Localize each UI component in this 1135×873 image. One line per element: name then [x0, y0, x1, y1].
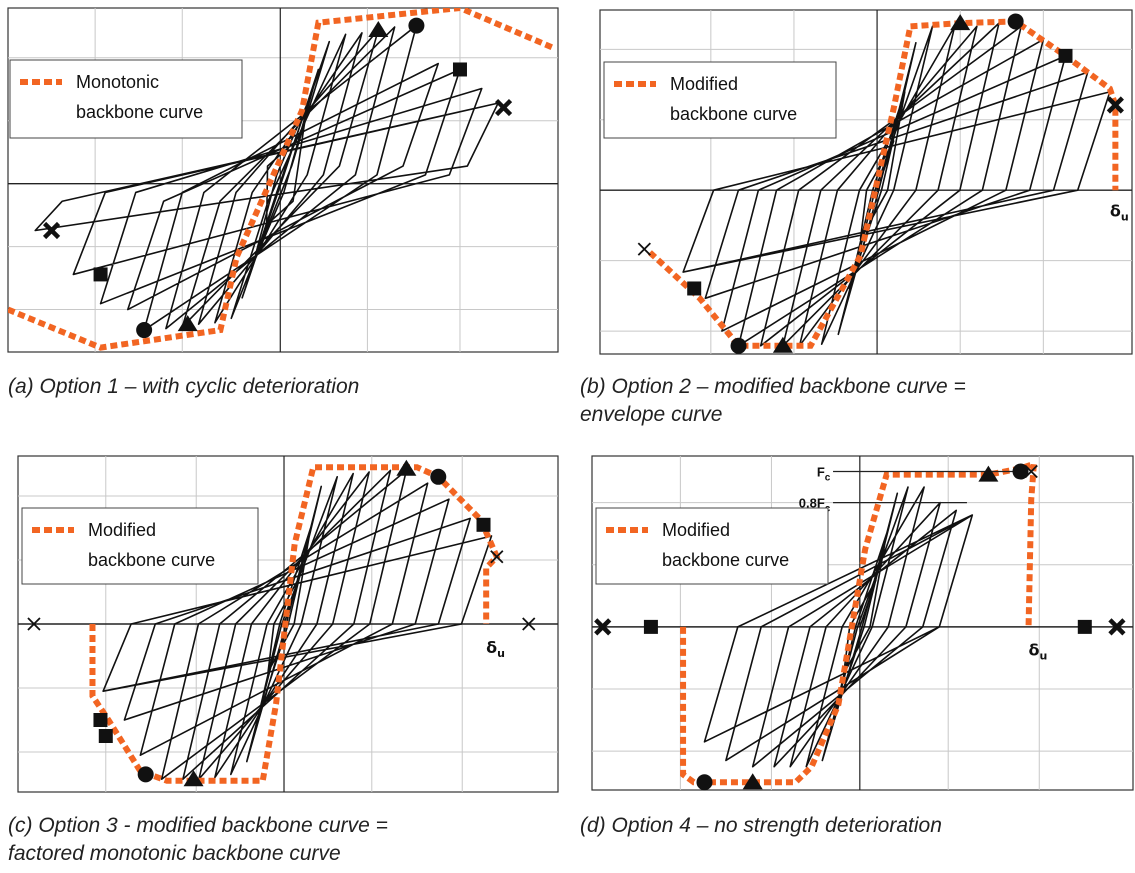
panel-b-marker-circle-5	[730, 337, 747, 354]
panel-a-marker-circle-1	[408, 17, 425, 34]
panel-b-legend-box	[603, 61, 837, 139]
panel-c-marker-square-7	[93, 713, 108, 727]
panel-d-marker-xbold-4	[1108, 618, 1126, 636]
panel-b-marker-triangle-4	[772, 336, 793, 353]
panel-a-marker-square-6	[93, 267, 108, 282]
panel-d-marker-triangle-0	[978, 465, 999, 482]
caption-d: (d) Option 4 – no strength deterioration	[580, 812, 942, 840]
panel-c-marker-circle-6	[137, 766, 154, 783]
panel-a-legend-label-1: Monotonic	[76, 72, 159, 92]
panel-d-marker-triangle-5	[742, 773, 763, 790]
caption-a: (a) Option 1 – with cyclic deterioration	[8, 373, 359, 401]
panel-d-marker-circle-1	[1012, 463, 1029, 480]
panel-c-marker-xthin-9	[27, 617, 41, 631]
caption-c-line-1: (c) Option 3 - modified backbone curve =	[8, 814, 388, 837]
chart-a: Monotonic backbone curve	[7, 7, 559, 353]
panel-d-marker-square-7	[643, 619, 658, 634]
panel-b-marker-triangle-0	[950, 14, 971, 31]
panel-a-legend-label-2: backbone curve	[76, 102, 203, 122]
panel-c-marker-circle-1	[430, 468, 447, 485]
panel-a-marker-triangle-4	[177, 315, 198, 332]
panel-c-hysteresis-curve	[102, 469, 493, 780]
panel-a-marker-xbold-3	[494, 98, 513, 117]
panel-a-marker-xbold-7	[42, 221, 61, 240]
panel-a-hysteresis-curve	[34, 24, 499, 331]
panel-b-hysteresis-curve	[682, 22, 1111, 347]
panel-d: Fc0.8FcδuModifiedbackbone curve	[582, 446, 1135, 800]
panel-d-backbone-curve	[680, 459, 1038, 786]
panel-d-hysteresis-curve	[703, 486, 974, 768]
panel-b-legend-label-1: Modified	[670, 74, 738, 94]
panel-a-backbone-curve	[8, 8, 554, 351]
chart-d: Fc0.8FcδuModifiedbackbone curve	[591, 455, 1134, 791]
panel-c-marker-triangle-0	[396, 459, 417, 476]
panel-c-marker-square-8	[98, 729, 113, 743]
caption-c: (c) Option 3 - modified backbone curve =…	[8, 812, 388, 868]
panel-d-marker-square-3	[1077, 619, 1092, 634]
panel-a-marker-square-2	[452, 62, 467, 77]
caption-b-line-2: envelope curve	[580, 403, 723, 426]
panel-b-marker-square-6	[687, 281, 702, 296]
panel-d-legend-label-1: Modified	[662, 520, 730, 540]
panel-c-marker-triangle-5	[183, 770, 204, 787]
panel-b-legend-label-2: backbone curve	[670, 104, 797, 124]
panel-d-marker-circle-6	[696, 774, 713, 791]
panel-a-legend-box	[9, 59, 243, 139]
caption-b: (b) Option 2 – modified backbone curve =…	[580, 373, 966, 429]
panel-d-legend-label-2: backbone curve	[662, 550, 789, 570]
panel-b-marker-square-2	[1058, 48, 1073, 63]
panel-c-marker-xthin-3	[490, 550, 504, 564]
panel-a: Monotonic backbone curve	[0, 0, 560, 360]
panel-a-marker-circle-5	[136, 322, 153, 339]
panel-c-legend-label-1: Modified	[88, 520, 156, 540]
panel-a-marker-triangle-0	[368, 20, 389, 37]
panel-b-marker-xbold-3	[1106, 96, 1124, 114]
panel-c-marker-square-2	[476, 517, 491, 532]
caption-c-line-2: factored monotonic backbone curve	[8, 842, 341, 865]
panel-d-marker-xbold-8	[594, 618, 612, 636]
panel-b-marker-circle-1	[1007, 13, 1024, 30]
panel-c-legend-box	[21, 507, 259, 585]
caption-a-line-1: (a) Option 1 – with cyclic deterioration	[8, 375, 360, 398]
caption-d-line-1: (d) Option 4 – no strength deterioration	[580, 814, 942, 837]
panel-c-backbone-curve	[89, 464, 501, 784]
panel-c-legend-label-2: backbone curve	[88, 550, 215, 570]
panel-c: δu Modified backbone curve	[8, 446, 560, 802]
panel-b-marker-xthin-7	[637, 242, 651, 256]
panel-d-legend-box	[595, 507, 829, 585]
caption-b-line-1: (b) Option 2 – modified backbone curve =	[580, 375, 966, 398]
panel-d-marker-xthin-2	[1024, 464, 1038, 479]
panel-c-marker-xthin-4	[522, 617, 536, 631]
panel-b: δu Modified backbone curve	[590, 0, 1135, 362]
